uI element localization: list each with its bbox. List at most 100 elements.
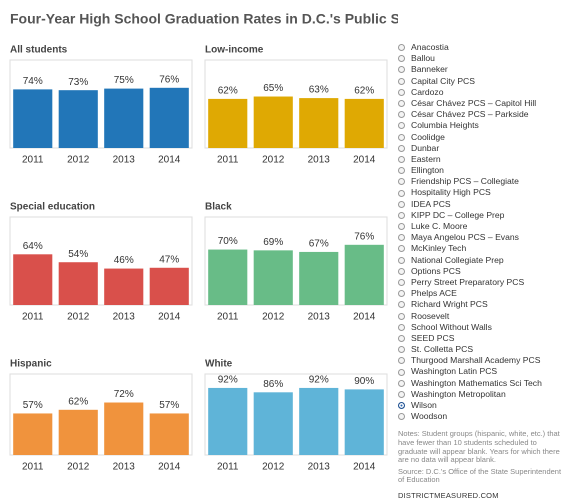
school-option[interactable]: Washington Latin PCS bbox=[398, 366, 563, 377]
school-option[interactable]: Banneker bbox=[398, 64, 563, 75]
option-label[interactable]: César Chávez PCS – Parkside bbox=[411, 109, 529, 120]
school-option[interactable]: Roosevelt bbox=[398, 311, 563, 322]
radio-button[interactable] bbox=[398, 122, 405, 130]
option-label[interactable]: Richard Wright PCS bbox=[411, 299, 488, 310]
radio-button[interactable] bbox=[398, 256, 405, 264]
school-option[interactable]: Capital City PCS bbox=[398, 76, 563, 87]
radio-button[interactable] bbox=[398, 66, 405, 74]
school-option[interactable]: KIPP DC – College Prep bbox=[398, 210, 563, 221]
option-label[interactable]: McKinley Tech bbox=[411, 243, 467, 254]
option-label[interactable]: Coolidge bbox=[411, 131, 445, 142]
radio-button[interactable] bbox=[398, 167, 405, 175]
radio-button[interactable] bbox=[398, 245, 405, 253]
radio-button[interactable] bbox=[398, 334, 405, 342]
school-option[interactable]: Woodson bbox=[398, 411, 563, 422]
option-label[interactable]: Ballou bbox=[411, 53, 435, 64]
school-option[interactable]: Dunbar bbox=[398, 143, 563, 154]
option-label[interactable]: School Without Walls bbox=[411, 321, 492, 332]
school-option[interactable]: Friendship PCS – Collegiate bbox=[398, 176, 563, 187]
option-label[interactable]: Friendship PCS – Collegiate bbox=[411, 176, 519, 187]
option-label[interactable]: Woodson bbox=[411, 411, 448, 422]
option-label[interactable]: Roosevelt bbox=[411, 310, 450, 321]
school-option[interactable]: Anacostia bbox=[398, 42, 563, 53]
school-option[interactable]: St. Colletta PCS bbox=[398, 344, 563, 355]
option-label[interactable]: Banneker bbox=[411, 64, 448, 75]
radio-button[interactable] bbox=[398, 234, 405, 242]
radio-button[interactable] bbox=[398, 267, 405, 275]
option-label[interactable]: Washington Latin PCS bbox=[411, 366, 498, 377]
school-option[interactable]: Perry Street Preparatory PCS bbox=[398, 277, 563, 288]
school-option[interactable]: Luke C. Moore bbox=[398, 221, 563, 232]
school-option[interactable]: Washington Metropolitan bbox=[398, 389, 563, 400]
radio-button[interactable] bbox=[398, 88, 405, 96]
radio-button[interactable] bbox=[398, 178, 405, 186]
school-option[interactable]: Coolidge bbox=[398, 132, 563, 143]
option-label[interactable]: Hospitality High PCS bbox=[411, 187, 491, 198]
school-option[interactable]: Ballou bbox=[398, 53, 563, 64]
option-label[interactable]: National Collegiate Prep bbox=[411, 254, 504, 265]
radio-button[interactable] bbox=[398, 357, 405, 365]
radio-button[interactable] bbox=[398, 44, 405, 52]
radio-button[interactable] bbox=[398, 211, 405, 219]
option-label[interactable]: Phelps ACE bbox=[411, 288, 457, 299]
school-option[interactable]: McKinley Tech bbox=[398, 243, 563, 254]
school-option[interactable]: Maya Angelou PCS – Evans bbox=[398, 232, 563, 243]
radio-button[interactable] bbox=[398, 111, 405, 119]
option-label[interactable]: Maya Angelou PCS – Evans bbox=[411, 232, 519, 243]
school-option[interactable]: Cardozo bbox=[398, 87, 563, 98]
radio-button[interactable] bbox=[398, 379, 405, 387]
option-label[interactable]: Options PCS bbox=[411, 265, 461, 276]
option-label[interactable]: Thurgood Marshall Academy PCS bbox=[411, 355, 541, 366]
option-label[interactable]: Capital City PCS bbox=[411, 75, 475, 86]
option-label[interactable]: Dunbar bbox=[411, 142, 440, 153]
option-label[interactable]: Anacostia bbox=[411, 42, 449, 52]
radio-button[interactable] bbox=[398, 301, 405, 309]
school-option[interactable]: Wilson bbox=[398, 400, 563, 411]
school-option[interactable]: Thurgood Marshall Academy PCS bbox=[398, 355, 563, 366]
school-option[interactable]: César Chávez PCS – Parkside bbox=[398, 109, 563, 120]
radio-button[interactable] bbox=[398, 312, 405, 320]
option-label[interactable]: St. Colletta PCS bbox=[411, 344, 474, 355]
radio-button[interactable] bbox=[398, 189, 405, 197]
radio-button[interactable] bbox=[398, 402, 405, 410]
school-option[interactable]: Ellington bbox=[398, 165, 563, 176]
radio-button[interactable] bbox=[398, 55, 405, 63]
school-option[interactable]: Columbia Heights bbox=[398, 120, 563, 131]
radio-button[interactable] bbox=[398, 346, 405, 354]
radio-button[interactable] bbox=[398, 144, 405, 152]
option-label[interactable]: Perry Street Preparatory PCS bbox=[411, 276, 525, 287]
school-option[interactable]: César Chávez PCS – Capitol Hill bbox=[398, 98, 563, 109]
radio-button[interactable] bbox=[398, 413, 405, 421]
school-option[interactable]: Richard Wright PCS bbox=[398, 299, 563, 310]
option-label[interactable]: Ellington bbox=[411, 165, 444, 176]
school-option[interactable]: Hospitality High PCS bbox=[398, 187, 563, 198]
school-option[interactable]: Eastern bbox=[398, 154, 563, 165]
option-label[interactable]: Wilson bbox=[411, 400, 437, 410]
school-option[interactable]: National Collegiate Prep bbox=[398, 255, 563, 266]
school-option[interactable]: Washington Mathematics Sci Tech bbox=[398, 378, 563, 389]
radio-button[interactable] bbox=[398, 77, 405, 85]
radio-button[interactable] bbox=[398, 390, 405, 398]
radio-button[interactable] bbox=[398, 290, 405, 298]
option-label[interactable]: Washington Metropolitan bbox=[411, 388, 506, 399]
radio-button[interactable] bbox=[398, 100, 405, 108]
radio-button[interactable] bbox=[398, 155, 405, 163]
option-label[interactable]: Columbia Heights bbox=[411, 120, 479, 131]
radio-button[interactable] bbox=[398, 279, 405, 287]
radio-button[interactable] bbox=[398, 133, 405, 141]
radio-button[interactable] bbox=[398, 200, 405, 208]
school-option[interactable]: Options PCS bbox=[398, 266, 563, 277]
option-label[interactable]: Washington Mathematics Sci Tech bbox=[411, 377, 542, 388]
school-option[interactable]: Phelps ACE bbox=[398, 288, 563, 299]
option-label[interactable]: SEED PCS bbox=[411, 332, 455, 343]
option-label[interactable]: Eastern bbox=[411, 153, 441, 164]
radio-button[interactable] bbox=[398, 368, 405, 376]
school-option[interactable]: SEED PCS bbox=[398, 333, 563, 344]
radio-button[interactable] bbox=[398, 223, 405, 231]
option-label[interactable]: César Chávez PCS – Capitol Hill bbox=[411, 97, 537, 108]
option-label[interactable]: IDEA PCS bbox=[411, 198, 451, 209]
option-label[interactable]: Cardozo bbox=[411, 86, 444, 97]
school-option[interactable]: IDEA PCS bbox=[398, 199, 563, 210]
radio-button[interactable] bbox=[398, 323, 405, 331]
school-option[interactable]: School Without Walls bbox=[398, 322, 563, 333]
